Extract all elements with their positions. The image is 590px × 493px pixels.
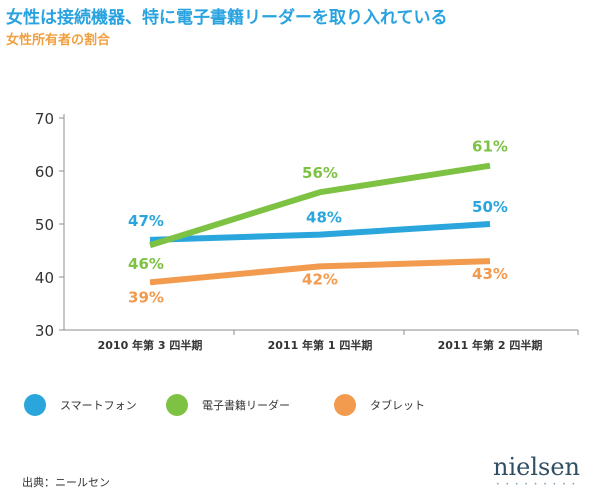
data-label: 50% [472,198,508,216]
nielsen-logo: nielsen [493,453,580,481]
series-line-1 [149,162,491,249]
data-label: 39% [128,288,164,306]
data-label: 43% [472,265,508,283]
y-tick-label: 40 [35,269,54,287]
source-note: 出典：ニールセン [22,476,110,489]
series-line-2 [149,258,491,286]
legend-label-tablet: タブレット [370,399,425,412]
data-label: 56% [302,164,338,182]
y-tick-label: 30 [35,322,54,340]
series-line-0 [149,221,491,243]
x-tick-label: 2011 年第 1 四半期 [268,338,373,352]
y-tick-label: 70 [35,110,54,128]
legend-item-smartphone: スマートフォン [24,394,137,416]
legend-swatch-ereader [166,394,188,416]
data-label: 48% [306,209,342,227]
legend-item-tablet: タブレット [334,394,425,416]
legend-swatch-smartphone [24,394,46,416]
data-label: 42% [302,270,338,288]
legend-label-smartphone: スマートフォン [60,399,137,412]
y-tick-label: 60 [35,163,54,181]
data-label: 46% [128,255,164,273]
legend-label-ereader: 電子書籍リーダー [202,399,290,412]
y-tick-label: 50 [35,216,54,234]
data-label: 61% [472,138,508,156]
line-chart: 30 40 50 60 70 2010 年第 3 四半期 2011 年第 1 四半期 2011… [35,110,579,352]
logo-dots: • • • • • • • • • [496,481,578,488]
legend-swatch-tablet [334,394,356,416]
data-label: 47% [128,212,164,230]
x-tick-label: 2010 年第 3 四半期 [98,338,203,352]
legend-item-ereader: 電子書籍リーダー [166,394,290,416]
chart-title: 女性は接続機器、特に電子書籍リーダーを取り入れている [6,8,448,28]
chart-subtitle: 女性所有者の割合 [6,33,111,48]
x-tick-label: 2011 年第 2 四半期 [438,338,543,352]
